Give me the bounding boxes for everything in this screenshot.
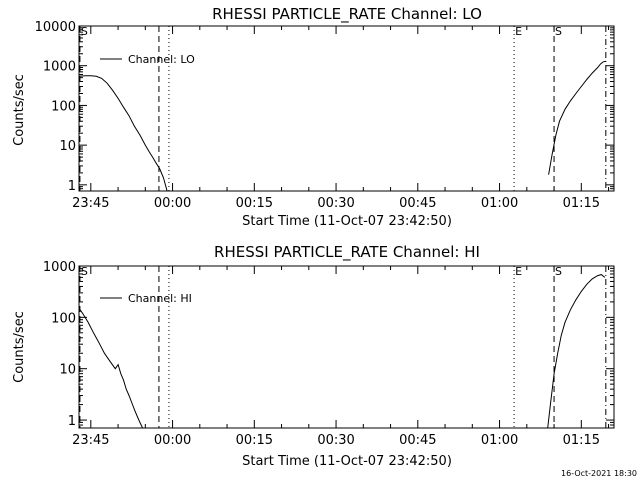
hi-marker-label: S (81, 265, 88, 278)
hi-series-line (78, 308, 144, 429)
lo-x-tick-label: 01:15 (563, 196, 600, 211)
hi-y-axis-label: Counts/sec (12, 311, 27, 383)
lo-chart-title: RHESSI PARTICLE_RATE Channel: LO (212, 5, 482, 24)
lo-x-tick-label: 00:30 (317, 196, 354, 211)
hi-chart-title: RHESSI PARTICLE_RATE Channel: HI (214, 243, 480, 262)
hi-legend-label: Channel: HI (128, 292, 192, 305)
lo-legend-label: Channel: LO (128, 53, 195, 66)
hi-x-tick-label: 01:15 (563, 433, 600, 448)
lo-series-line (78, 75, 168, 192)
hi-plot-frame (78, 265, 615, 429)
lo-marker-label: S (81, 25, 88, 38)
lo-x-tick-label: 00:00 (154, 196, 191, 211)
hi-x-axis-label: Start Time (11-Oct-07 23:42:50) (242, 454, 452, 469)
lo-x-tick-label: 23:45 (72, 196, 109, 211)
hi-x-tick-label: 01:00 (481, 433, 518, 448)
lo-marker-label: E (515, 25, 522, 38)
lo-y-tick-label: 10 (59, 139, 76, 154)
lo-y-tick-label: 1 (68, 179, 76, 194)
hi-channel-panel: RHESSI PARTICLE_RATE Channel: HI Start T… (12, 243, 615, 469)
lo-x-tick-label: 01:00 (481, 196, 518, 211)
hi-y-tick-label: 1000 (43, 260, 76, 275)
hi-x-tick-label: 00:45 (399, 433, 436, 448)
footer-timestamp: 16-Oct-2021 18:30 (561, 469, 637, 478)
lo-y-axis-label: Counts/sec (12, 74, 27, 146)
hi-marker-label: S (555, 265, 562, 278)
lo-y-tick-label: 1000 (43, 60, 76, 75)
lo-channel-panel: RHESSI PARTICLE_RATE Channel: LO Start T… (12, 5, 615, 229)
lo-y-tick-label: 100 (51, 99, 76, 114)
hi-x-tick-label: 23:45 (72, 433, 109, 448)
lo-marker-label: S (555, 25, 562, 38)
lo-y-tick-label: 10000 (35, 20, 76, 35)
hi-x-tick-label: 00:15 (236, 433, 273, 448)
lo-plot-frame (78, 25, 615, 192)
hi-y-tick-label: 100 (51, 311, 76, 326)
hi-y-tick-label: 10 (59, 363, 76, 378)
hi-x-tick-label: 00:00 (154, 433, 191, 448)
lo-x-tick-label: 00:45 (399, 196, 436, 211)
hi-y-tick-label: 1 (68, 414, 76, 429)
hi-series-line (547, 274, 606, 429)
lo-x-axis-label: Start Time (11-Oct-07 23:42:50) (242, 214, 452, 229)
hi-marker-label: E (515, 265, 522, 278)
lo-series-line (548, 60, 606, 175)
hi-x-tick-label: 00:30 (317, 433, 354, 448)
lo-x-tick-label: 00:15 (236, 196, 273, 211)
